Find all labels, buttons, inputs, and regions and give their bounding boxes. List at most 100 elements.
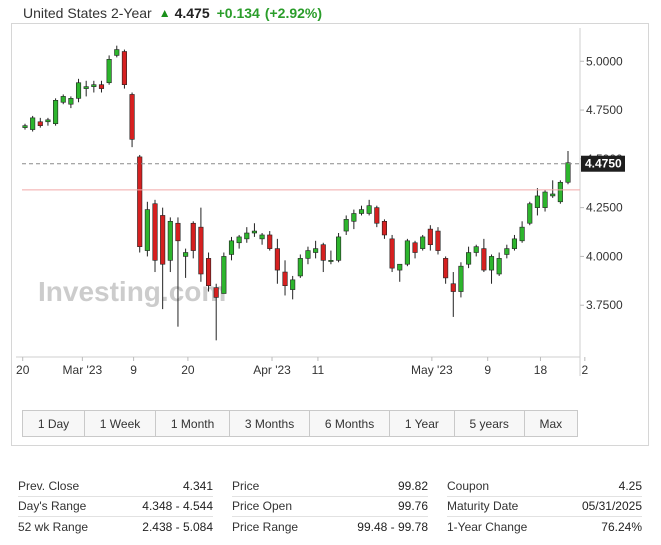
investing-logo-text: Investing.com <box>38 276 226 307</box>
y-tick-label: 4.7500 <box>586 103 623 117</box>
x-tick-label: 2 <box>581 363 588 377</box>
x-tick-label: May '23 <box>411 363 453 377</box>
candle-down <box>435 230 441 251</box>
stat-label: Price <box>232 478 260 493</box>
candle-down <box>450 283 456 292</box>
candle-up <box>167 220 173 261</box>
candle-up <box>244 232 250 240</box>
candle-up <box>297 258 303 277</box>
x-tick-label: 20 <box>181 363 195 377</box>
range-button-6-months[interactable]: 6 Months <box>310 411 391 436</box>
y-tick-label: 3.7500 <box>586 298 623 312</box>
candle-down <box>427 228 433 246</box>
candle-up <box>144 209 150 251</box>
stat-value: 4.348 - 4.544 <box>142 499 213 514</box>
candle-up <box>557 181 563 203</box>
candle-down <box>198 226 204 275</box>
candle-up <box>458 265 464 292</box>
x-tick-label: 9 <box>484 363 491 377</box>
candle-up <box>473 246 479 253</box>
range-button-1-week[interactable]: 1 Week <box>85 411 157 436</box>
candle-down <box>121 51 127 85</box>
stat-label: Day's Range <box>18 499 87 514</box>
candle-up <box>221 256 227 294</box>
candle-up <box>106 59 112 84</box>
candle-down <box>37 121 43 126</box>
range-button-1-year[interactable]: 1 Year <box>390 411 455 436</box>
price-change: +0.134 <box>216 5 260 21</box>
stat-value: 05/31/2025 <box>581 499 642 514</box>
candle-up <box>30 117 36 130</box>
stat-value: 99.48 - 99.78 <box>357 520 428 535</box>
candle-up <box>114 49 120 56</box>
stat-value: 99.76 <box>397 499 428 514</box>
candle-down <box>98 84 105 89</box>
stats-column-2: Price 99.82 Price Open 99.76 Price Range 99.4… <box>232 476 428 538</box>
candle-up <box>305 250 311 259</box>
candle-down <box>274 248 280 271</box>
stat-row: Maturity Date 05/31/2025 <box>447 497 642 517</box>
investing-logo-watermark: Investing.com <box>38 276 226 307</box>
candle-up <box>251 230 257 234</box>
candle-up <box>420 236 426 249</box>
candle-down <box>481 248 487 271</box>
candle-down <box>320 244 326 261</box>
range-button-3-months[interactable]: 3 Months <box>230 411 311 436</box>
candle-down <box>389 238 395 269</box>
current-price-tag <box>581 155 625 172</box>
stat-value: 4.341 <box>182 478 213 493</box>
y-tick-label: 5.0000 <box>586 54 623 68</box>
stat-value: 4.25 <box>618 478 642 493</box>
chart-panel[interactable]: Investing.com 5.00004.75004.50004.25004.… <box>11 23 649 446</box>
y-tick-label: 4.2500 <box>586 201 623 215</box>
candle-up <box>336 236 342 261</box>
x-tick-label: Apr '23 <box>253 363 291 377</box>
y-tick-label: 4.0000 <box>586 249 623 263</box>
stat-label: 52 wk Range <box>18 520 89 535</box>
candle-up <box>45 119 51 123</box>
time-range-selector: 1 Day 1 Week 1 Month 3 Months 6 Months 1 Year… <box>22 410 578 437</box>
candle-down <box>267 234 273 249</box>
candle-down <box>137 156 143 247</box>
candle-up <box>397 263 403 271</box>
current-price-label: 4.4750 <box>585 157 622 171</box>
stat-row: Day's Range 4.348 - 4.544 <box>18 497 213 517</box>
stat-row: Price 99.82 <box>232 476 428 497</box>
candle-up <box>511 238 518 249</box>
stats-column-3: Coupon 4.25 Maturity Date 05/31/2025 1-Year … <box>447 476 642 538</box>
x-tick-label: Mar '23 <box>63 363 103 377</box>
range-button-1-month[interactable]: 1 Month <box>156 411 231 436</box>
candle-down <box>160 215 166 265</box>
candle-down <box>374 207 380 224</box>
range-button-1-day[interactable]: 1 Day <box>23 411 85 436</box>
stats-column-1: Prev. Close 4.341 Day's Range 4.348 - 4.544… <box>18 476 213 538</box>
stat-row: 1-Year Change 76.24% <box>447 517 642 538</box>
candle-down <box>381 220 388 236</box>
candle-up <box>542 191 548 208</box>
candle-down <box>412 242 418 253</box>
candle-up <box>534 195 540 208</box>
candle-up <box>504 248 510 255</box>
candle-up <box>290 279 296 290</box>
candle-up <box>259 234 265 240</box>
candle-down <box>205 258 212 286</box>
candle-up <box>228 240 235 255</box>
price-change-percent: (+2.92%) <box>264 5 323 21</box>
stat-label: Price Range <box>232 520 299 535</box>
candlestick-chart[interactable]: Investing.com 5.00004.75004.50004.25004.… <box>12 24 650 447</box>
range-button-5-years[interactable]: 5 years <box>455 411 525 436</box>
stat-value: 99.82 <box>397 478 428 493</box>
stat-row: Price Open 99.76 <box>232 497 428 517</box>
x-tick-label: 9 <box>130 363 137 377</box>
stat-row: Prev. Close 4.341 <box>18 476 213 497</box>
candle-up <box>351 213 357 222</box>
candle-up <box>75 82 82 99</box>
range-button-max[interactable]: Max <box>539 416 563 431</box>
candle-down <box>129 94 135 140</box>
candle-up <box>236 236 242 244</box>
candle-up <box>343 219 349 232</box>
stat-label: Price Open <box>232 499 293 514</box>
candle-up <box>53 100 59 125</box>
stat-label: Coupon <box>447 478 490 493</box>
instrument-header: United States 2-Year ▲ 4.475 +0.134 (+2.… <box>23 3 322 23</box>
